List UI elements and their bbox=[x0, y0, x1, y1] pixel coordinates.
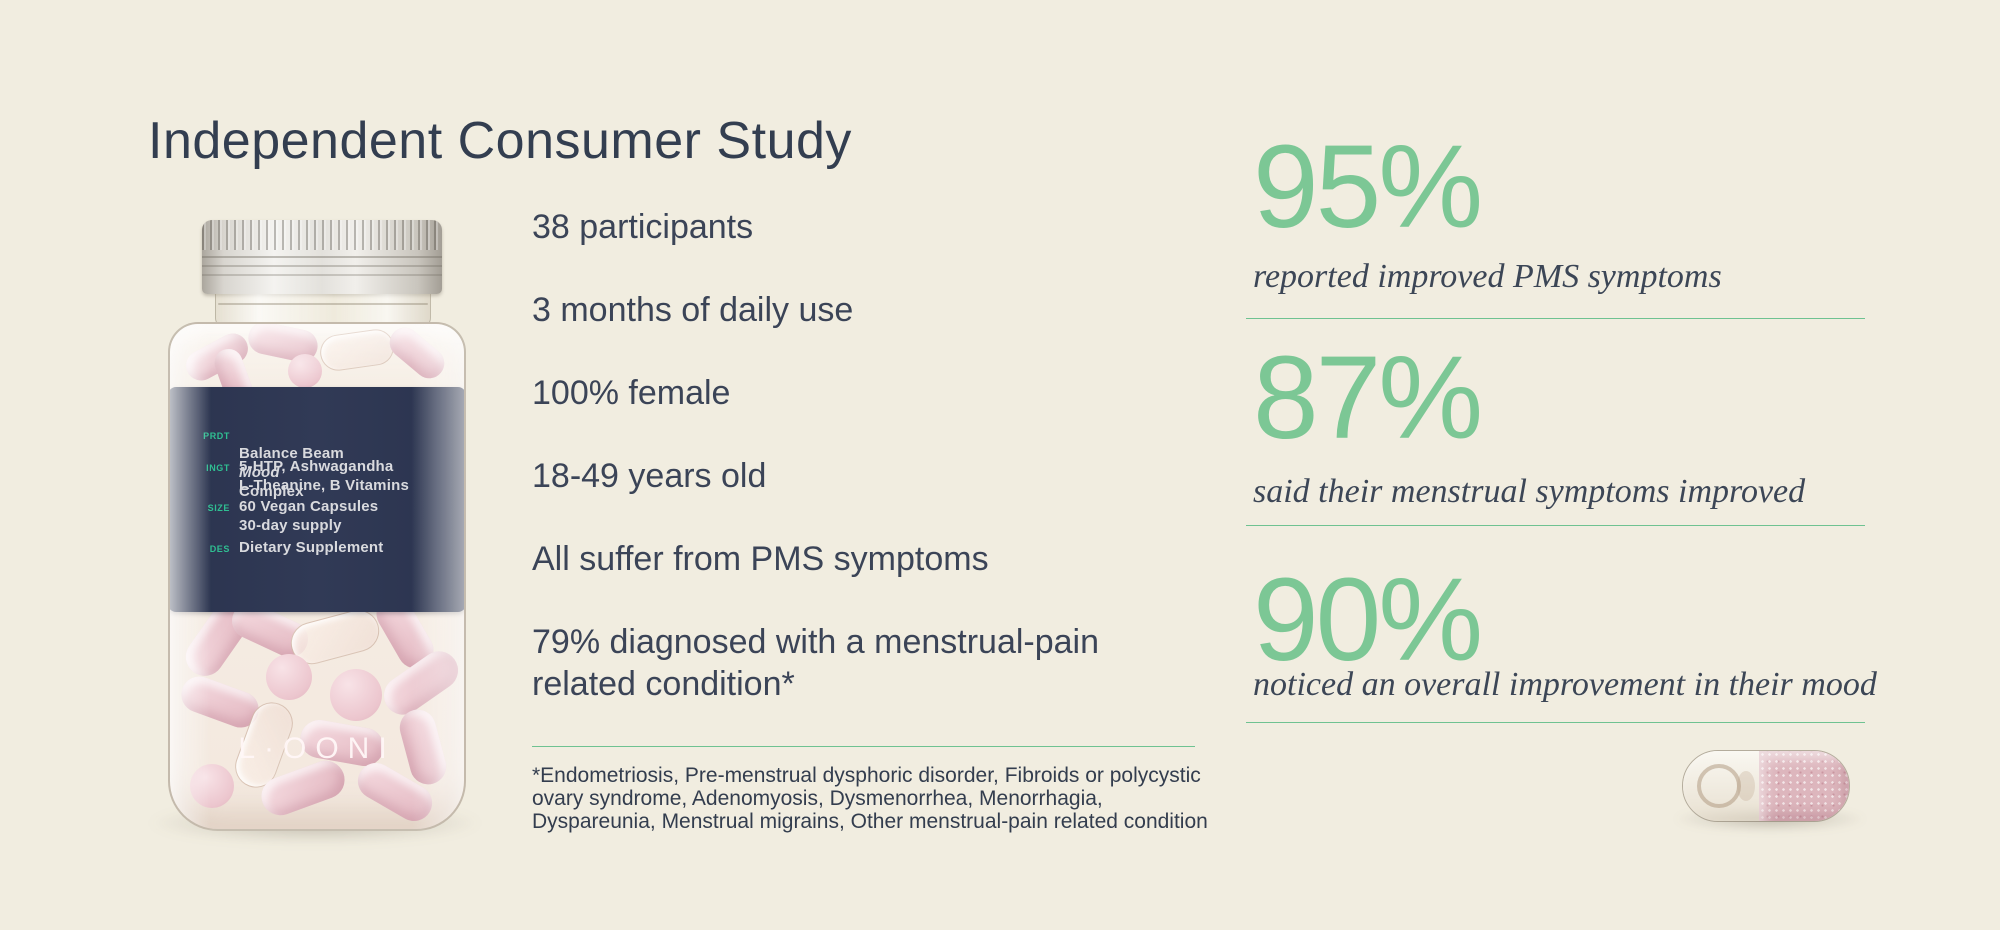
pill-capsule bbox=[383, 324, 451, 385]
capsule-image bbox=[1682, 750, 1850, 822]
label-row-product: PRDT Balance Beam Mood Complex bbox=[184, 425, 464, 501]
bottle-cap bbox=[202, 220, 442, 294]
capsule-clear-half bbox=[1683, 751, 1760, 821]
label-prefix-size: SIZE bbox=[207, 503, 230, 513]
stat-value-1: 95% bbox=[1253, 121, 1483, 253]
label-description-text: Dietary Supplement bbox=[239, 539, 384, 556]
stat-caption-1: reported improved PMS symptoms bbox=[1253, 258, 1722, 295]
pill-capsule bbox=[317, 327, 397, 373]
pill-ball bbox=[266, 654, 312, 700]
study-facts-list: 38 participants 3 months of daily use 10… bbox=[532, 206, 1208, 833]
fact-gender: 100% female bbox=[532, 374, 731, 412]
label-product-after: Complex bbox=[239, 483, 304, 500]
bottle-jar: PRDT Balance Beam Mood Complex INGT 5-HT… bbox=[168, 322, 466, 831]
stat-caption-3: noticed an overall improvement in their … bbox=[1253, 666, 1877, 703]
pill-ball bbox=[190, 764, 234, 808]
label-prefix-ingredients: INGT bbox=[206, 463, 230, 473]
label-ingredients-text: 5-HTP, Ashwagandha L-Theanine, B Vitamin… bbox=[239, 458, 409, 494]
fact-participants: 38 participants bbox=[532, 208, 754, 246]
capsule-pink-half bbox=[1759, 751, 1849, 821]
bottle-neck bbox=[215, 294, 431, 327]
stat-value-2: 87% bbox=[1253, 332, 1483, 464]
label-row-ingredients: INGT 5-HTP, Ashwagandha L-Theanine, B Vi… bbox=[184, 457, 464, 495]
stat-caption-2: said their menstrual symptoms improved bbox=[1253, 473, 1806, 510]
pill-ball bbox=[288, 354, 322, 388]
label-row-description: DES Dietary Supplement bbox=[184, 538, 464, 557]
fact-age: 18-49 years old bbox=[532, 457, 767, 495]
label-prefix-description: DES bbox=[209, 544, 230, 554]
pill-ball bbox=[330, 669, 382, 721]
label-product-name: Balance Beam Mood Complex bbox=[239, 425, 344, 501]
facts-divider-line bbox=[532, 746, 1195, 747]
product-bottle-image: PRDT Balance Beam Mood Complex INGT 5-HT… bbox=[146, 218, 484, 858]
label-prefix-product: PRDT bbox=[203, 431, 230, 441]
label-row-size: SIZE 60 Vegan Capsules 30-day supply bbox=[184, 497, 464, 535]
label-size-text: 60 Vegan Capsules 30-day supply bbox=[239, 498, 379, 534]
fact-diagnosed: 79% diagnosed with a menstrual-pain rela… bbox=[532, 623, 1100, 703]
label-product-before: Balance Beam bbox=[239, 445, 344, 462]
fact-duration: 3 months of daily use bbox=[532, 291, 854, 329]
bottle-label: PRDT Balance Beam Mood Complex INGT 5-HT… bbox=[170, 387, 464, 612]
stat-divider-1 bbox=[1246, 318, 1865, 319]
label-product-italic: Mood bbox=[239, 464, 280, 481]
stat-value-3: 90% bbox=[1253, 554, 1483, 686]
stat-divider-2 bbox=[1246, 525, 1865, 526]
facts-footnote: *Endometriosis, Pre-menstrual dysphoric … bbox=[532, 764, 1208, 833]
fact-pms: All suffer from PMS symptoms bbox=[532, 540, 989, 578]
stat-divider-3 bbox=[1246, 722, 1865, 723]
page-title: Independent Consumer Study bbox=[148, 111, 852, 170]
bottle-brand-wordmark: L·OONI bbox=[238, 732, 396, 765]
